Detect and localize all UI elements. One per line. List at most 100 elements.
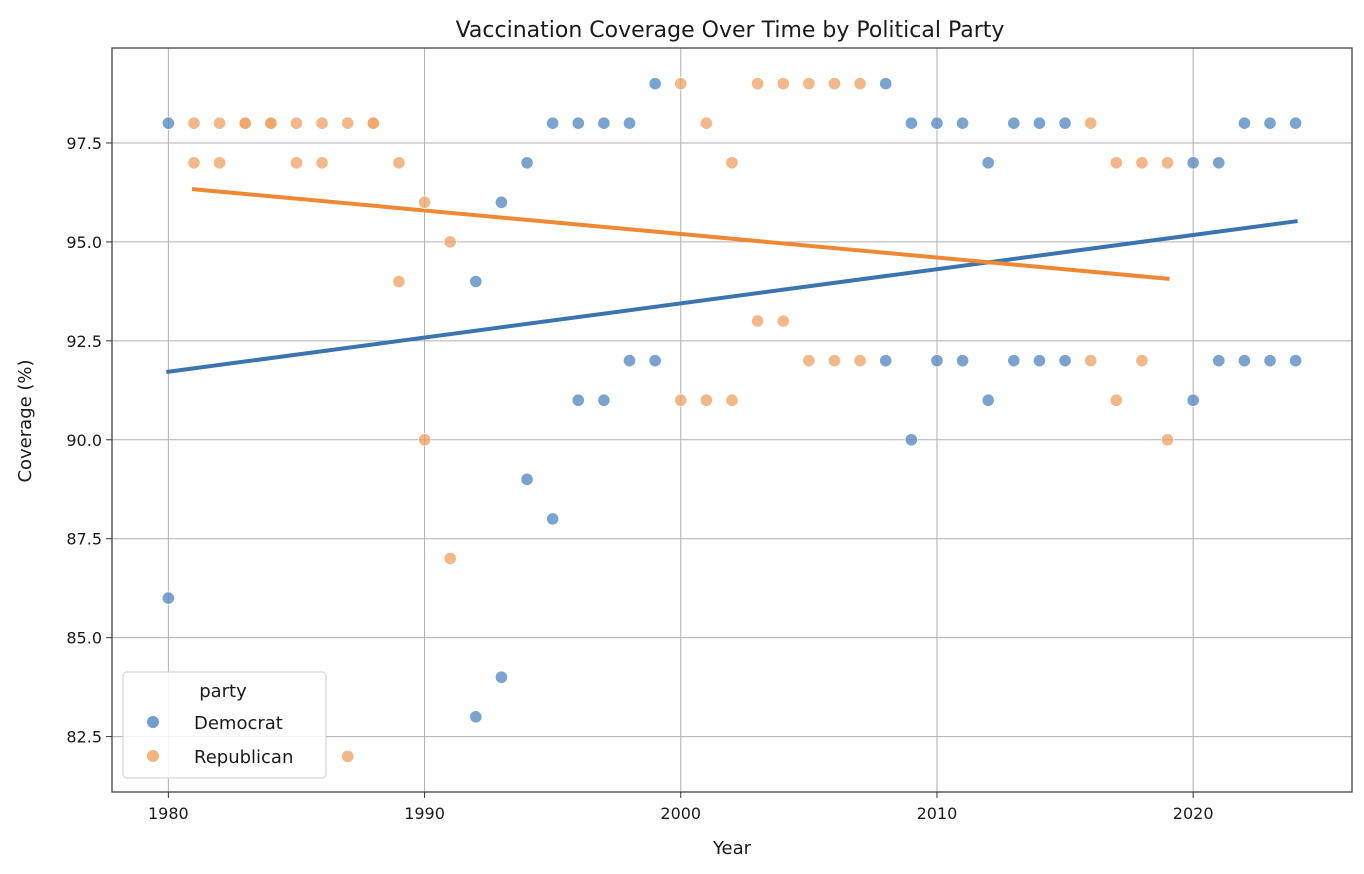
point-democrat — [1032, 116, 1047, 130]
point-democrat — [597, 393, 611, 407]
point-republican — [366, 116, 380, 130]
y-tick-label: 92.5 — [66, 332, 102, 351]
point-democrat — [161, 116, 175, 130]
legend-title: party — [199, 681, 247, 702]
point-republican — [213, 156, 227, 170]
point-democrat — [1212, 354, 1226, 368]
point-democrat — [981, 156, 995, 170]
point-democrat — [1007, 354, 1021, 368]
point-democrat — [955, 116, 970, 130]
point-republican — [187, 156, 201, 170]
point-republican — [1160, 433, 1175, 447]
point-democrat — [161, 591, 175, 605]
x-tick-label: 2000 — [660, 804, 701, 823]
point-republican — [289, 156, 304, 170]
x-axis-label: Year — [712, 838, 752, 859]
point-democrat — [1186, 156, 1200, 170]
point-democrat — [1058, 354, 1072, 368]
point-republican — [1160, 156, 1175, 170]
point-democrat — [1263, 116, 1277, 130]
point-democrat — [648, 354, 662, 368]
point-democrat — [904, 116, 918, 130]
point-democrat — [1186, 393, 1200, 407]
trend-lines — [166, 187, 1298, 374]
point-republican — [392, 274, 406, 289]
point-republican — [1135, 354, 1149, 368]
point-republican — [443, 551, 457, 566]
point-republican — [751, 77, 765, 91]
point-republican — [315, 156, 329, 170]
point-republican — [443, 235, 457, 249]
point-republican — [827, 354, 842, 368]
point-democrat — [520, 156, 534, 170]
point-democrat — [494, 670, 509, 684]
point-democrat — [1212, 156, 1226, 170]
point-republican — [674, 393, 688, 407]
point-democrat — [571, 393, 585, 407]
point-republican — [289, 116, 304, 130]
point-republican — [776, 314, 790, 328]
point-republican — [776, 77, 790, 91]
point-democrat — [469, 274, 483, 289]
point-democrat — [622, 116, 637, 130]
point-republican — [417, 195, 432, 209]
point-democrat — [1289, 354, 1303, 368]
y-tick-label: 90.0 — [66, 431, 102, 450]
point-republican — [417, 433, 432, 447]
point-democrat — [648, 77, 662, 91]
point-republican — [802, 77, 816, 91]
point-republican — [853, 354, 867, 368]
point-republican — [853, 77, 867, 91]
x-tick-label: 2010 — [917, 804, 958, 823]
point-democrat — [1289, 116, 1303, 130]
point-republican — [827, 77, 842, 91]
point-republican — [1109, 393, 1123, 407]
x-tick-label: 1980 — [148, 804, 189, 823]
point-republican — [1084, 354, 1098, 368]
point-republican — [213, 116, 227, 130]
point-republican — [238, 116, 252, 130]
point-republican — [1109, 156, 1123, 170]
point-democrat — [930, 116, 944, 130]
point-democrat — [597, 116, 611, 130]
legend-box — [122, 671, 327, 779]
legend-marker-republican — [147, 750, 159, 762]
y-tick-label: 82.5 — [66, 728, 102, 747]
y-tick-label: 85.0 — [66, 629, 102, 648]
legend-label-democrat: Democrat — [194, 713, 283, 734]
point-democrat — [879, 77, 893, 91]
point-republican — [1135, 156, 1149, 170]
point-republican — [264, 116, 278, 130]
point-democrat — [520, 472, 534, 486]
point-democrat — [571, 116, 585, 130]
x-tick-label: 2020 — [1173, 804, 1214, 823]
point-republican — [699, 393, 713, 407]
point-republican — [802, 354, 816, 368]
point-republican — [699, 116, 713, 130]
legend-marker-democrat — [147, 716, 159, 728]
trend-line-democrat — [166, 219, 1298, 374]
y-tick-label: 87.5 — [66, 530, 102, 549]
legend: party Democrat Republican — [122, 671, 327, 779]
trend-line-republican — [191, 187, 1170, 281]
point-democrat — [930, 354, 944, 368]
point-republican — [674, 77, 688, 91]
point-republican — [187, 116, 201, 130]
point-democrat — [1237, 116, 1251, 130]
point-democrat — [879, 354, 893, 368]
y-axis-label: Coverage (%) — [15, 359, 36, 482]
point-democrat — [622, 354, 637, 368]
y-tick-label: 95.0 — [66, 233, 102, 252]
plot-area-frame — [111, 47, 1353, 793]
point-republican — [725, 156, 739, 170]
point-democrat — [904, 433, 918, 447]
data-points — [161, 77, 1303, 763]
point-democrat — [1058, 116, 1072, 130]
point-republican — [725, 393, 739, 407]
point-republican — [1084, 116, 1098, 130]
axis-ticks: 1980 1990 2000 2010 2020 82.5 85.0 87.5 90.0 92.5… — [66, 134, 1213, 823]
point-democrat — [955, 354, 970, 368]
point-democrat — [1032, 354, 1047, 368]
point-democrat — [1237, 354, 1251, 368]
